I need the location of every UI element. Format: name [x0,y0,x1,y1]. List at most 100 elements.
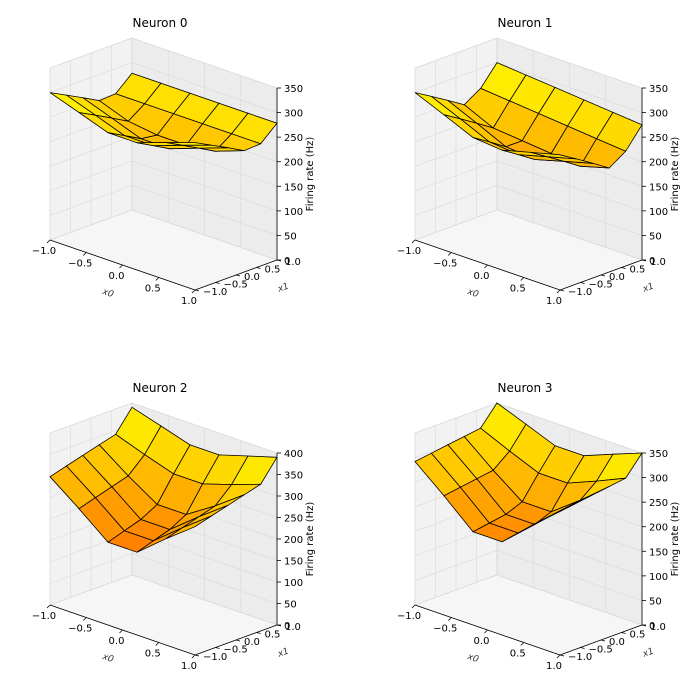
y-tick-mark [194,654,200,657]
grid-line [49,62,278,113]
y-tick-label: −1.0 [568,287,592,298]
z-tick-label: 200 [284,535,303,546]
z-tick-label: 200 [649,523,668,534]
y-axis-label: x1 [276,282,291,296]
subplot-neuron-1: Neuron 1 −1.0−0.50.00.51.0−0.50.00.51.0−… [397,16,681,307]
y-tick-label: 0.0 [244,272,260,283]
z-tick-label: 250 [649,498,668,509]
x-tick-label: 1.0 [181,296,197,307]
x-tick-label: −0.5 [68,259,92,270]
z-tick-label: 400 [284,449,303,460]
x-tick-mark [411,239,416,244]
grid-line [414,160,643,212]
z-tick-label: 150 [284,182,303,193]
surface-patch [165,515,212,540]
x-tick-label: 0.0 [474,636,490,647]
x-axis-label: x0 [465,287,480,301]
y-tick-mark [215,647,220,649]
grid-line [49,209,278,261]
grid-line [49,37,278,89]
y-tick-label: 0.0 [609,272,625,283]
y-tick-label: 0.5 [630,265,646,276]
z-tick-label: 0 [649,256,655,267]
y-tick-mark [580,647,585,649]
z-tick-label: 350 [649,449,668,460]
z-tick-label: 150 [649,547,668,558]
z-tick-label: 0 [284,256,290,267]
z-tick-label: 350 [284,471,303,482]
z-tick-label: 150 [284,557,303,568]
y-tick-mark [256,267,261,269]
x-tick-mark [484,264,488,269]
z-tick-label: 300 [284,492,303,503]
y-tick-label: 0.5 [265,630,281,641]
z-tick-label: 300 [649,474,668,485]
y-tick-mark [559,654,565,657]
x-axis-label: x0 [465,652,480,666]
x-tick-label: −0.5 [433,259,457,270]
y-tick-label: 1.0 [285,622,301,633]
grid-line [414,550,643,601]
y-tick-mark [600,274,606,277]
z-axis-label: Firing rate (Hz) [670,137,681,212]
x-tick-label: 1.0 [546,661,562,672]
surface-plot [49,406,278,553]
x-tick-label: 0.0 [474,271,490,282]
z-tick-label: 0 [649,621,655,632]
subplot-neuron-2: Neuron 2 −1.0−0.50.00.51.0−0.50.00.51.0−… [32,381,316,672]
plot-title: Neuron 3 [497,381,552,395]
x-tick-mark [46,604,51,609]
y-tick-mark [621,632,626,634]
x-tick-mark [447,617,452,621]
x-tick-mark [119,264,123,269]
grid-line [49,402,278,454]
x-tick-label: −1.0 [397,611,421,622]
y-tick-label: −0.5 [224,645,248,656]
x-axis-label: x0 [100,287,115,301]
z-tick-label: 300 [649,109,668,120]
x-tick-label: 0.5 [510,649,526,660]
subplot-neuron-3: Neuron 3 −1.0−0.50.00.51.0−0.50.00.51.0−… [397,381,681,672]
y-tick-mark [215,282,220,284]
x-tick-label: 0.5 [145,649,161,660]
y-tick-mark [580,282,585,284]
z-tick-label: 100 [284,578,303,589]
surface-patch [165,142,212,146]
x-tick-mark [520,277,525,281]
z-tick-label: 250 [284,133,303,144]
x-tick-mark [191,654,196,659]
surface-plot [414,402,643,543]
x-tick-label: 1.0 [181,661,197,672]
y-tick-label: −1.0 [203,652,227,663]
grid-line [414,574,643,626]
z-axis-label: Firing rate (Hz) [670,502,681,577]
x-tick-mark [191,289,196,294]
x-tick-mark [82,617,87,621]
plot-title: Neuron 2 [132,381,187,395]
x-tick-label: −1.0 [32,611,56,622]
x-tick-label: 0.0 [109,636,125,647]
y-tick-label: −1.0 [568,652,592,663]
y-tick-mark [256,632,261,634]
y-tick-mark [235,274,241,277]
z-tick-label: 300 [284,109,303,120]
y-tick-label: −1.0 [203,287,227,298]
x-tick-label: 0.0 [109,271,125,282]
y-tick-label: −0.5 [589,645,613,656]
z-tick-label: 100 [649,572,668,583]
x-tick-label: −1.0 [32,246,56,257]
y-tick-mark [235,639,241,642]
x-tick-label: 1.0 [546,296,562,307]
z-tick-label: 200 [649,158,668,169]
x-tick-mark [155,642,160,646]
y-tick-label: 0.5 [265,265,281,276]
y-tick-mark [559,289,565,292]
z-tick-label: 50 [649,231,662,242]
plot-title: Neuron 0 [132,16,187,30]
y-tick-mark [621,267,626,269]
z-tick-label: 350 [649,84,668,95]
z-tick-label: 250 [649,133,668,144]
z-tick-label: 50 [284,600,297,611]
y-axis-label: x1 [276,647,291,661]
